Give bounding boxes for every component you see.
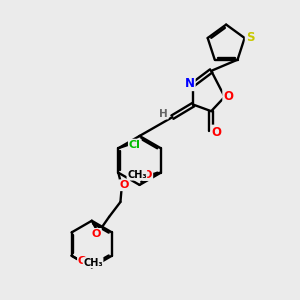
Text: O: O <box>223 90 233 103</box>
Text: O: O <box>92 229 101 239</box>
Text: O: O <box>120 180 129 190</box>
Text: O: O <box>212 126 222 139</box>
Text: S: S <box>246 31 254 44</box>
Text: O: O <box>143 170 152 180</box>
Text: CH₃: CH₃ <box>127 170 147 180</box>
Text: O: O <box>78 256 87 266</box>
Text: N: N <box>185 77 195 90</box>
Text: Cl: Cl <box>129 140 141 150</box>
Text: CH₃: CH₃ <box>83 258 103 268</box>
Text: H: H <box>159 109 168 118</box>
